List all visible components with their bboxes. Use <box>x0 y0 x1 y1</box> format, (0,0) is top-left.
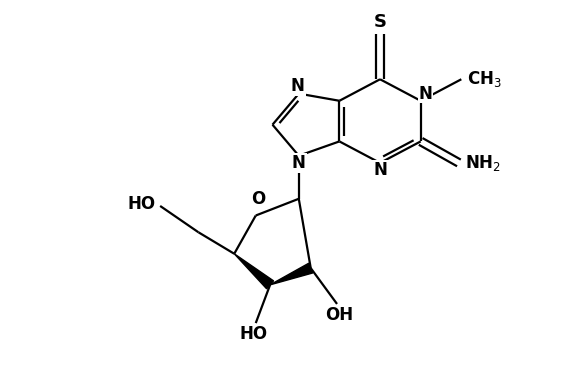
Text: CH$_3$: CH$_3$ <box>467 69 502 89</box>
Text: N: N <box>292 154 306 172</box>
Text: O: O <box>251 190 265 208</box>
Polygon shape <box>234 254 273 289</box>
Text: HO: HO <box>127 194 155 213</box>
Polygon shape <box>270 263 313 285</box>
Text: S: S <box>373 14 386 31</box>
Text: OH: OH <box>325 307 353 324</box>
Text: N: N <box>419 85 432 102</box>
Text: N: N <box>291 78 305 95</box>
Text: NH$_2$: NH$_2$ <box>465 153 500 173</box>
Text: HO: HO <box>239 326 268 343</box>
Text: N: N <box>373 161 387 179</box>
